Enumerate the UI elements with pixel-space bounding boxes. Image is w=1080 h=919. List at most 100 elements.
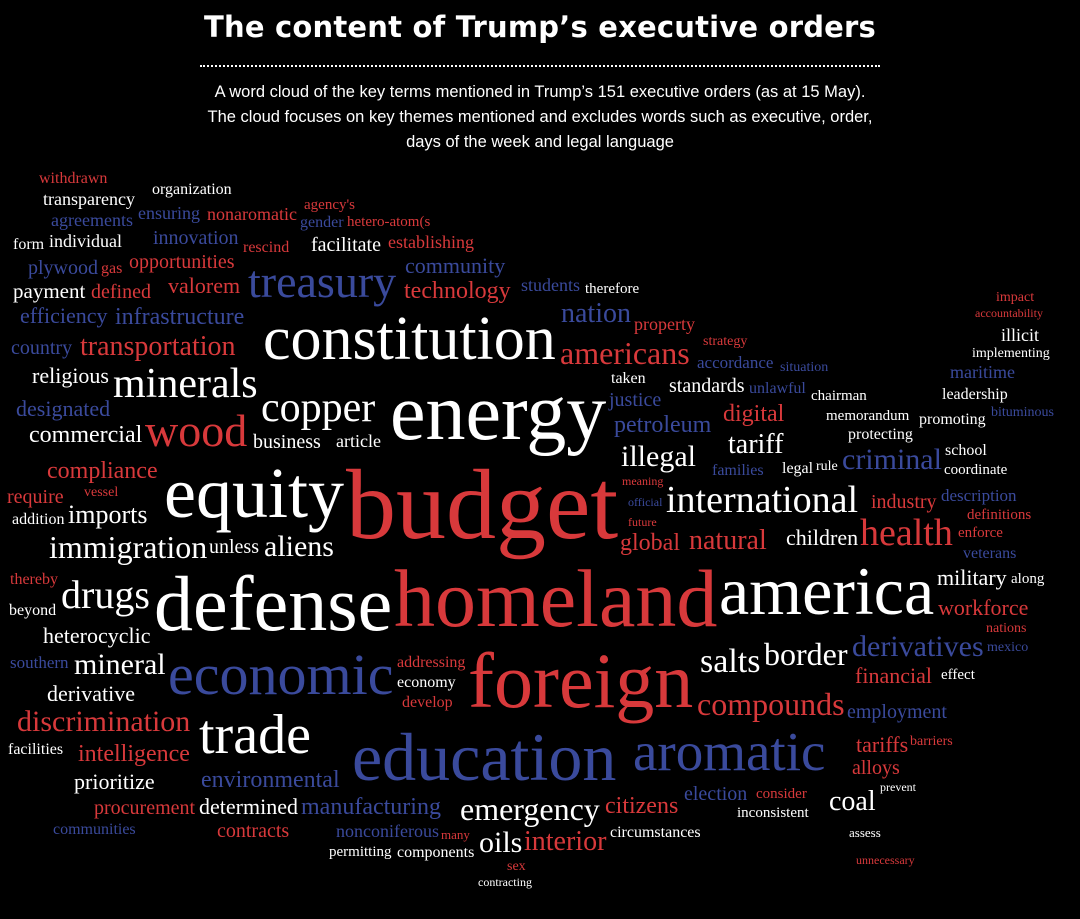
- word: school: [945, 442, 987, 459]
- subtitle-line: A word cloud of the key terms mentioned …: [214, 83, 866, 101]
- word: employment: [847, 701, 947, 723]
- word: religious: [32, 363, 109, 388]
- word: agreements: [51, 210, 133, 230]
- word: bituminous: [991, 405, 1055, 420]
- word: coal: [829, 786, 876, 817]
- word: effect: [941, 667, 975, 683]
- word: interior: [524, 826, 607, 857]
- word: future: [628, 515, 657, 529]
- word: imports: [68, 500, 148, 529]
- word: ensuring: [138, 203, 200, 223]
- word: nation: [561, 298, 631, 329]
- word: trade: [199, 704, 311, 766]
- word: chairman: [811, 388, 867, 404]
- word: equity: [164, 453, 344, 533]
- word: procurement: [94, 797, 196, 819]
- word: individual: [49, 231, 122, 251]
- word: children: [786, 525, 859, 550]
- word: strategy: [703, 334, 748, 349]
- word: treasury: [248, 256, 397, 307]
- word: barriers: [910, 734, 953, 749]
- word: defense: [154, 560, 393, 647]
- word: manufacturing: [301, 794, 441, 820]
- word: designated: [16, 396, 111, 421]
- word: nations: [986, 621, 1027, 636]
- word: plywood: [28, 257, 98, 279]
- word: taken: [611, 370, 646, 387]
- word: facilitate: [311, 234, 381, 256]
- word: mineral: [74, 648, 166, 681]
- word: tariffs: [856, 732, 909, 757]
- word: community: [405, 253, 506, 278]
- word: natural: [689, 525, 767, 556]
- word: valorem: [168, 273, 241, 298]
- word: accountability: [975, 306, 1043, 320]
- word: unnecessary: [856, 853, 915, 867]
- word: illicit: [1001, 325, 1039, 345]
- word: efficiency: [20, 303, 108, 328]
- word: southern: [10, 653, 69, 672]
- word: election: [684, 783, 748, 805]
- word: unlawful: [749, 380, 806, 397]
- word: drugs: [61, 572, 150, 617]
- word: vessel: [84, 485, 119, 500]
- word: veterans: [963, 545, 1017, 562]
- word: technology: [404, 278, 511, 304]
- word: tariff: [728, 429, 784, 460]
- word: salts: [700, 643, 761, 680]
- word: intelligence: [78, 741, 190, 767]
- word: memorandum: [826, 408, 910, 424]
- word: official: [628, 495, 663, 509]
- word: hetero-atom(s: [347, 214, 431, 230]
- word: oils: [479, 826, 523, 859]
- word: defined: [91, 281, 151, 303]
- word: communities: [53, 821, 136, 838]
- word: border: [764, 636, 848, 672]
- word: leadership: [942, 386, 1008, 403]
- word: financial: [855, 663, 932, 688]
- dotted-divider: [200, 65, 880, 67]
- word: students: [521, 275, 581, 295]
- word: permitting: [329, 844, 392, 860]
- word: gender: [300, 214, 344, 231]
- word: immigration: [49, 529, 208, 565]
- subtitle-line: days of the week and legal language: [406, 133, 674, 151]
- word: foreign: [468, 637, 694, 724]
- word: impact: [996, 290, 1035, 305]
- word: citizens: [605, 793, 679, 819]
- word: implementing: [972, 346, 1050, 361]
- word: withdrawn: [39, 170, 108, 187]
- word: discrimination: [17, 705, 191, 738]
- word: assess: [849, 825, 881, 840]
- word: minerals: [113, 361, 258, 407]
- subtitle: A word cloud of the key terms mentioned …: [0, 80, 1080, 155]
- word: inconsistent: [737, 805, 809, 821]
- word: establishing: [388, 232, 474, 252]
- word: country: [11, 337, 73, 359]
- word: petroleum: [614, 412, 712, 438]
- word: agency's: [304, 197, 356, 213]
- word: payment: [13, 279, 86, 303]
- word: criminal: [842, 443, 942, 476]
- word: innovation: [153, 227, 239, 249]
- word: alloys: [852, 757, 900, 779]
- word: business: [253, 431, 321, 453]
- word: coordinate: [944, 462, 1008, 478]
- word: economy: [397, 674, 456, 691]
- word: prevent: [880, 780, 916, 794]
- word: families: [712, 462, 764, 479]
- word: description: [941, 486, 1017, 505]
- word: mexico: [987, 640, 1029, 655]
- word: addition: [12, 511, 65, 528]
- word: form: [13, 236, 45, 253]
- word: contracts: [217, 820, 290, 842]
- word: illegal: [621, 440, 696, 473]
- word: rule: [816, 459, 838, 474]
- word: industry: [871, 491, 937, 513]
- word: unless: [209, 536, 259, 558]
- word: determined: [199, 794, 298, 819]
- word: america: [719, 553, 935, 629]
- word: compounds: [697, 686, 845, 722]
- word: aliens: [264, 530, 334, 563]
